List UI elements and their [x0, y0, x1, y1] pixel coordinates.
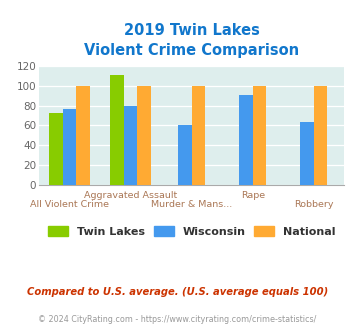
Text: Rape: Rape — [241, 191, 265, 200]
Bar — [300, 122, 314, 185]
Text: © 2024 CityRating.com - https://www.cityrating.com/crime-statistics/: © 2024 CityRating.com - https://www.city… — [38, 314, 317, 324]
Bar — [253, 86, 266, 185]
Text: Murder & Mans...: Murder & Mans... — [151, 200, 232, 209]
Bar — [124, 106, 137, 185]
Text: Aggravated Assault: Aggravated Assault — [84, 191, 177, 200]
Bar — [239, 95, 253, 185]
Bar — [110, 75, 124, 185]
Bar — [49, 113, 63, 185]
Bar — [76, 86, 90, 185]
Bar — [63, 109, 76, 185]
Bar — [178, 125, 192, 185]
Legend: Twin Lakes, Wisconsin, National: Twin Lakes, Wisconsin, National — [48, 226, 336, 237]
Text: All Violent Crime: All Violent Crime — [30, 200, 109, 209]
Bar — [314, 86, 327, 185]
Text: Compared to U.S. average. (U.S. average equals 100): Compared to U.S. average. (U.S. average … — [27, 287, 328, 297]
Bar — [192, 86, 205, 185]
Text: Robbery: Robbery — [294, 200, 334, 209]
Title: 2019 Twin Lakes
Violent Crime Comparison: 2019 Twin Lakes Violent Crime Comparison — [84, 23, 299, 58]
Bar — [137, 86, 151, 185]
